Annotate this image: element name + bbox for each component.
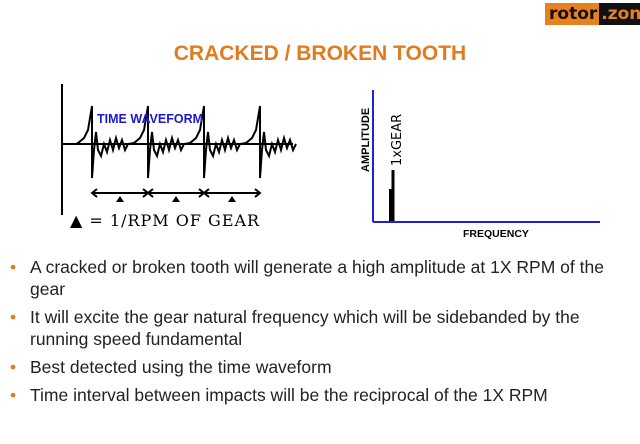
bullet-text: Best detected using the time waveform [30, 357, 332, 377]
arrow-head-icon [146, 188, 154, 198]
spectrum-peak-1x [391, 170, 395, 221]
bullet-icon: • [10, 357, 17, 377]
logo-part-rotor: rotor [545, 3, 600, 25]
bullet-icon: • [10, 385, 17, 405]
bullet-item: • Best detected using the time waveform [10, 356, 635, 378]
spectrum-peak-shoulder [389, 189, 392, 221]
waveform-label: TIME WAVEFORM [97, 112, 203, 126]
triangle-marker-icon [228, 196, 236, 202]
slide-title: CRACKED / BROKEN TOOTH [173, 42, 467, 65]
time-waveform-diagram: TIME WAVEFORM ▲ = 1/RPM OF GEAR [61, 84, 297, 230]
bullet-item: • Time interval between impacts will be t… [10, 384, 635, 406]
bullet-item: • It will excite the gear natural frequen… [10, 306, 635, 350]
bullet-list: • A cracked or broken tooth will generate… [10, 256, 635, 412]
triangle-marker-icon [116, 196, 124, 202]
triangle-marker-icon [172, 196, 180, 202]
peak-label: 1xGEAR [390, 114, 405, 166]
arrow-head-icon [202, 188, 210, 198]
bullet-icon: • [10, 257, 17, 277]
waveform-trace [62, 105, 297, 179]
bullet-text: It will excite the gear natural frequenc… [30, 307, 580, 349]
arrow-head-icon [90, 188, 98, 198]
bullet-text: A cracked or broken tooth will generate … [30, 257, 604, 299]
bullet-text: Time interval between impacts will be th… [30, 385, 548, 405]
bullet-icon: • [10, 307, 17, 327]
diagrams: TIME WAVEFORM ▲ = 1/RPM OF GEAR AMPLITUD… [61, 84, 600, 240]
amplitude-label: AMPLITUDE [360, 108, 372, 172]
frequency-label: FREQUENCY [463, 228, 529, 240]
logo-part-zone: .zone [599, 3, 640, 25]
period-arrows [90, 188, 262, 202]
arrow-head-icon [254, 188, 262, 198]
waveform-caption: ▲ = 1/RPM OF GEAR [70, 211, 260, 230]
bullet-item: • A cracked or broken tooth will generate… [10, 256, 635, 300]
spectrum-diagram: AMPLITUDE 1xGEAR FREQUENCY [360, 90, 600, 240]
rotorzone-logo: rotor.zone [545, 3, 640, 25]
